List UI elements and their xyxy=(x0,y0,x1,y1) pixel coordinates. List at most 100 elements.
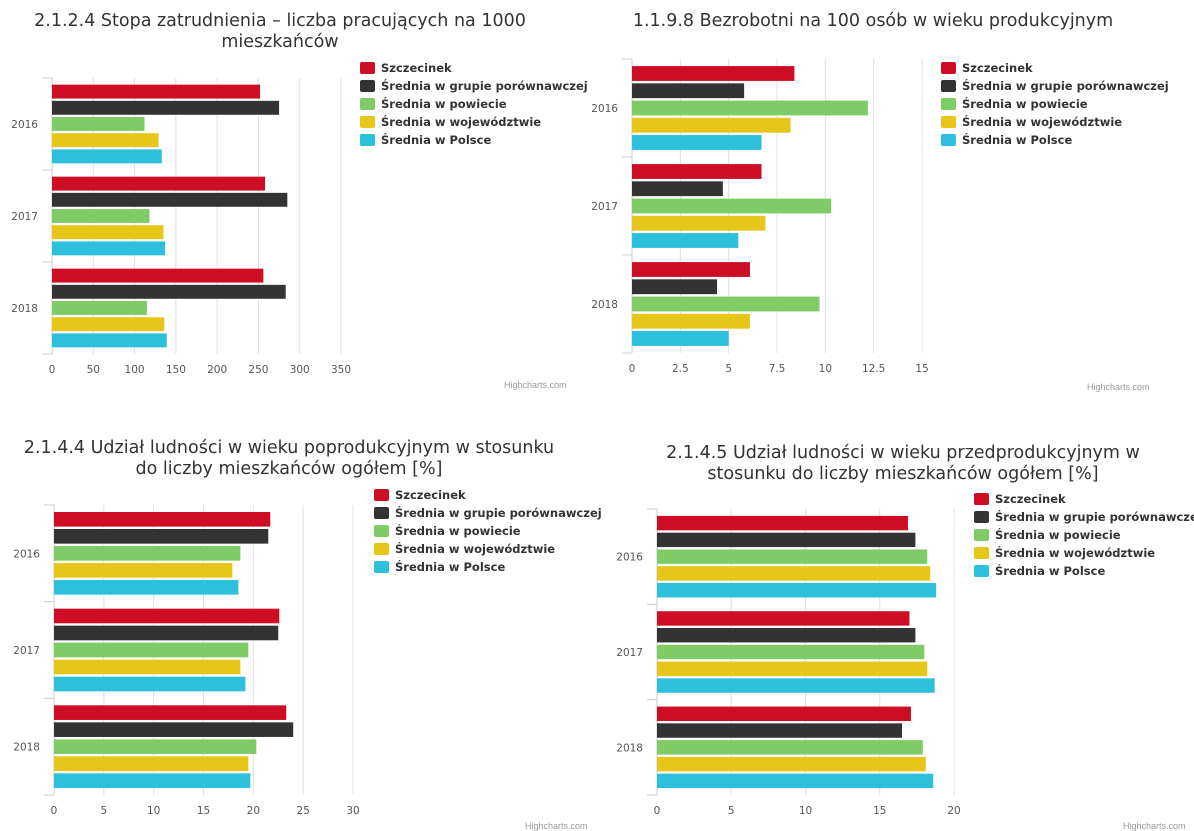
category-label: 2016 xyxy=(591,103,618,115)
legend-swatch xyxy=(974,511,989,523)
legend-item-srednia-w-polsce[interactable]: Średnia w Polsce xyxy=(974,562,1194,580)
bar-srednia-w-wojewodztwie-2018 xyxy=(54,756,249,771)
x-tick-label: 0 xyxy=(629,363,636,375)
x-tick-label: 200 xyxy=(207,364,227,376)
bar-szczecinek-2016 xyxy=(657,515,908,531)
bar-srednia-w-grupie-porownawczej-2018 xyxy=(632,279,718,295)
legend-label: Średnia w grupie porównawczej xyxy=(381,79,588,93)
legend-label: Szczecinek xyxy=(395,488,466,502)
legend-label: Średnia w powiecie xyxy=(962,97,1088,111)
legend-item-szczecinek[interactable]: Szczecinek xyxy=(974,490,1194,508)
x-tick-label: 300 xyxy=(290,364,310,376)
bar-srednia-w-powiecie-2018 xyxy=(52,301,147,315)
legend-item-srednia-w-powiecie[interactable]: Średnia w powiecie xyxy=(360,95,588,113)
x-tick-label: 50 xyxy=(87,364,100,376)
legend-item-srednia-w-polsce[interactable]: Średnia w Polsce xyxy=(941,131,1169,149)
legend-swatch xyxy=(974,547,989,559)
bar-srednia-w-polsce-2018 xyxy=(54,773,251,789)
legend-item-srednia-w-grupie-porownawczej[interactable]: Średnia w grupie porównawczej xyxy=(941,77,1169,95)
chart-title-line: 2.1.4.5 Udział ludności w wieku przedpro… xyxy=(666,443,1140,463)
bar-srednia-w-grupie-porownawczej-2016 xyxy=(52,100,280,115)
chart-credit[interactable]: Highcharts.com xyxy=(1087,382,1150,392)
chart-credit[interactable]: Highcharts.com xyxy=(1123,821,1186,831)
legend-label: Średnia w województwie xyxy=(995,546,1156,560)
bar-szczecinek-2018 xyxy=(632,262,750,277)
legend-swatch xyxy=(974,493,989,505)
legend-label: Średnia w województwie xyxy=(962,115,1123,129)
legend-item-srednia-w-polsce[interactable]: Średnia w Polsce xyxy=(374,558,602,576)
legend-swatch xyxy=(360,80,375,92)
bar-szczecinek-2016 xyxy=(54,511,271,527)
legend-item-srednia-w-powiecie[interactable]: Średnia w powiecie xyxy=(374,522,602,540)
x-tick-label: 250 xyxy=(248,364,268,376)
x-tick-label: 0 xyxy=(654,805,661,817)
legend-item-srednia-w-grupie-porownawczej[interactable]: Średnia w grupie porównawczej xyxy=(360,77,588,95)
category-label: 2016 xyxy=(11,119,38,131)
bar-srednia-w-grupie-porownawczej-2016 xyxy=(657,532,916,548)
legend-item-srednia-w-wojewodztwie[interactable]: Średnia w województwie xyxy=(974,544,1194,562)
chart-title-line: 2.1.4.4 Udział ludności w wieku poproduk… xyxy=(23,438,555,458)
legend-item-szczecinek[interactable]: Szczecinek xyxy=(941,59,1169,77)
chart-legend: Szczecinek Średnia w grupie porównawczej Ś… xyxy=(974,490,1194,580)
legend-item-srednia-w-grupie-porownawczej[interactable]: Średnia w grupie porównawczej xyxy=(974,508,1194,526)
chart-credit[interactable]: Highcharts.com xyxy=(525,821,588,831)
x-tick-label: 5 xyxy=(728,805,735,817)
legend-item-srednia-w-grupie-porownawczej[interactable]: Średnia w grupie porównawczej xyxy=(374,504,602,522)
category-label: 2017 xyxy=(591,201,618,213)
legend-item-srednia-w-powiecie[interactable]: Średnia w powiecie xyxy=(941,95,1169,113)
bar-srednia-w-grupie-porownawczej-2017 xyxy=(54,625,279,641)
legend-item-srednia-w-powiecie[interactable]: Średnia w powiecie xyxy=(974,526,1194,544)
bar-srednia-w-polsce-2016 xyxy=(657,583,937,598)
bar-srednia-w-grupie-porownawczej-2017 xyxy=(632,181,723,197)
legend-label: Szczecinek xyxy=(962,61,1033,75)
bar-srednia-w-polsce-2018 xyxy=(657,773,934,789)
legend-item-srednia-w-wojewodztwie[interactable]: Średnia w województwie xyxy=(360,113,588,131)
x-tick-label: 20 xyxy=(247,805,260,817)
bar-srednia-w-wojewodztwie-2017 xyxy=(657,661,928,676)
bar-srednia-w-powiecie-2016 xyxy=(657,549,928,564)
bar-srednia-w-grupie-porownawczej-2018 xyxy=(657,723,903,738)
bar-srednia-w-polsce-2018 xyxy=(52,333,167,348)
x-tick-label: 5 xyxy=(100,805,107,817)
legend-swatch xyxy=(360,116,375,128)
legend-label: Średnia w grupie porównawczej xyxy=(962,79,1169,93)
x-tick-label: 10 xyxy=(819,363,832,375)
legend-item-szczecinek[interactable]: Szczecinek xyxy=(360,59,588,77)
legend-label: Średnia w Polsce xyxy=(995,564,1106,578)
bar-srednia-w-grupie-porownawczej-2017 xyxy=(52,192,288,207)
bar-szczecinek-2016 xyxy=(52,84,261,99)
chart-title: 1.1.9.8 Bezrobotni na 100 osób w wieku p… xyxy=(620,11,1126,32)
x-tick-label: 15 xyxy=(197,805,210,817)
chart-title-line: mieszkańców xyxy=(221,32,339,52)
bar-srednia-w-polsce-2017 xyxy=(52,241,166,256)
legend-swatch xyxy=(374,543,389,555)
category-label: 2018 xyxy=(616,742,643,754)
category-label: 2017 xyxy=(11,211,38,223)
legend-item-srednia-w-wojewodztwie[interactable]: Średnia w województwie xyxy=(941,113,1169,131)
legend-swatch xyxy=(374,561,389,573)
legend-item-szczecinek[interactable]: Szczecinek xyxy=(374,486,602,504)
bar-srednia-w-powiecie-2016 xyxy=(54,546,241,561)
legend-label: Szczecinek xyxy=(995,492,1066,506)
bar-szczecinek-2017 xyxy=(54,608,280,624)
legend-label: Średnia w powiecie xyxy=(395,524,521,538)
x-tick-label: 0 xyxy=(49,364,56,376)
bar-srednia-w-wojewodztwie-2018 xyxy=(632,313,750,329)
x-tick-label: 15 xyxy=(873,805,886,817)
legend-swatch xyxy=(941,98,956,110)
bar-srednia-w-wojewodztwie-2016 xyxy=(54,563,233,578)
chart-legend: Szczecinek Średnia w grupie porównawczej Ś… xyxy=(360,59,588,149)
legend-item-srednia-w-polsce[interactable]: Średnia w Polsce xyxy=(360,131,588,149)
legend-swatch xyxy=(360,98,375,110)
legend-swatch xyxy=(374,525,389,537)
x-tick-label: 2.5 xyxy=(672,363,689,375)
bar-srednia-w-polsce-2017 xyxy=(632,233,739,248)
bar-srednia-w-powiecie-2018 xyxy=(54,739,257,754)
chart-credit[interactable]: Highcharts.com xyxy=(504,380,567,390)
legend-label: Średnia w Polsce xyxy=(395,560,506,574)
legend-item-srednia-w-wojewodztwie[interactable]: Średnia w województwie xyxy=(374,540,602,558)
bar-srednia-w-polsce-2018 xyxy=(632,331,729,346)
bar-srednia-w-powiecie-2018 xyxy=(632,296,820,312)
bar-srednia-w-wojewodztwie-2018 xyxy=(52,317,165,332)
